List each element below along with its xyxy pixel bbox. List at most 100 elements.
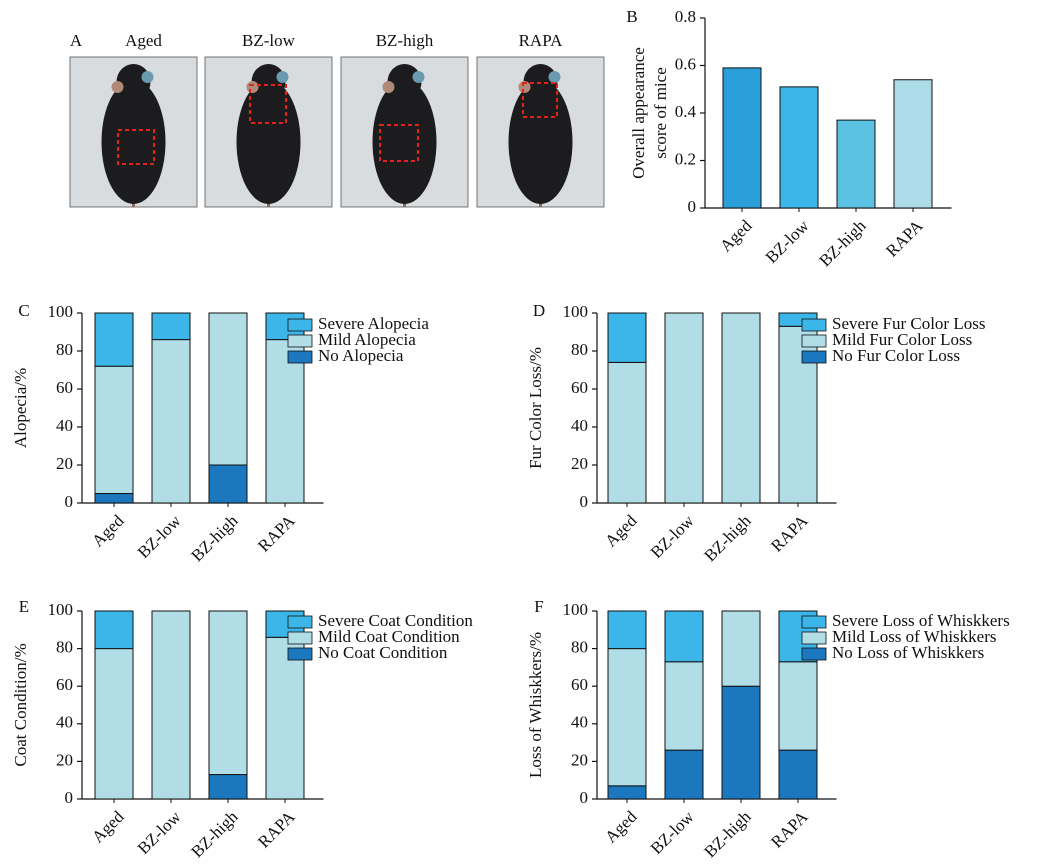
legend-label: No Coat Condition bbox=[318, 643, 448, 662]
x-tick-label: RAPA bbox=[254, 511, 299, 556]
photo-title: BZ-high bbox=[376, 31, 434, 50]
x-tick-label: BZ-low bbox=[134, 807, 185, 858]
legend-label: No Alopecia bbox=[318, 346, 404, 365]
mouse-ear bbox=[383, 81, 395, 93]
x-tick-label: BZ-low bbox=[762, 216, 813, 267]
bar-segment bbox=[722, 313, 760, 503]
legend-swatch bbox=[288, 319, 312, 331]
bar-segment bbox=[95, 611, 133, 649]
y-tick-label: 60 bbox=[571, 378, 588, 397]
bar bbox=[723, 68, 761, 208]
bar-segment bbox=[779, 662, 817, 750]
bar-segment bbox=[209, 313, 247, 465]
legend-label: No Fur Color Loss bbox=[832, 346, 960, 365]
x-tick-label: BZ-high bbox=[815, 216, 870, 271]
x-tick-label: RAPA bbox=[254, 807, 299, 852]
bar-segment bbox=[779, 750, 817, 799]
y-axis-label: score of mice bbox=[651, 67, 670, 159]
x-tick-label: RAPA bbox=[767, 511, 812, 556]
y-tick-label: 100 bbox=[48, 600, 74, 619]
y-tick-label: 100 bbox=[48, 302, 74, 321]
panel-label: A bbox=[70, 31, 83, 50]
x-tick-label: RAPA bbox=[882, 216, 927, 261]
bar-segment bbox=[665, 750, 703, 799]
bar-segment bbox=[608, 611, 646, 649]
y-tick-label: 60 bbox=[56, 675, 73, 694]
y-tick-label: 80 bbox=[56, 340, 73, 359]
x-tick-label: Aged bbox=[88, 807, 128, 847]
y-tick-label: 100 bbox=[563, 600, 589, 619]
y-axis-label: Alopecia/% bbox=[11, 368, 30, 448]
y-tick-label: 40 bbox=[571, 713, 588, 732]
legend-swatch bbox=[288, 616, 312, 628]
bar-segment bbox=[266, 340, 304, 503]
mouse-ear bbox=[549, 71, 561, 83]
bar-segment bbox=[95, 494, 133, 504]
y-axis-label: Fur Color Loss/% bbox=[526, 347, 545, 469]
bar-segment bbox=[722, 611, 760, 686]
y-tick-label: 40 bbox=[571, 416, 588, 435]
y-tick-label: 80 bbox=[56, 638, 73, 657]
panel-label: F bbox=[534, 597, 543, 616]
bar bbox=[780, 87, 818, 208]
y-tick-label: 0.6 bbox=[675, 54, 696, 73]
y-tick-label: 0 bbox=[580, 492, 589, 511]
legend-swatch bbox=[802, 616, 826, 628]
x-tick-label: BZ-low bbox=[647, 511, 698, 562]
bar-segment bbox=[209, 465, 247, 503]
bar bbox=[837, 120, 875, 208]
panel-label: B bbox=[626, 7, 637, 26]
y-axis-label: Overall appearance bbox=[629, 47, 648, 179]
bar-segment bbox=[608, 786, 646, 799]
y-tick-label: 80 bbox=[571, 340, 588, 359]
bar-segment bbox=[608, 649, 646, 786]
x-tick-label: Aged bbox=[716, 216, 756, 256]
y-tick-label: 60 bbox=[56, 378, 73, 397]
bar-segment bbox=[665, 313, 703, 503]
x-tick-label: BZ-high bbox=[187, 511, 242, 566]
y-tick-label: 0 bbox=[65, 492, 74, 511]
y-axis-label: Loss of Whiskkers/% bbox=[526, 632, 545, 778]
bar-segment bbox=[95, 313, 133, 366]
mouse-ear bbox=[247, 81, 259, 93]
bar-segment bbox=[209, 611, 247, 775]
x-tick-label: BZ-high bbox=[187, 807, 242, 862]
y-tick-label: 0.8 bbox=[675, 7, 696, 26]
x-tick-label: BZ-low bbox=[134, 511, 185, 562]
y-axis-label: Coat Condition/% bbox=[11, 643, 30, 766]
bar-segment bbox=[665, 611, 703, 662]
legend-swatch bbox=[288, 648, 312, 660]
bar-segment bbox=[95, 366, 133, 493]
bar-segment bbox=[608, 313, 646, 362]
y-tick-label: 100 bbox=[563, 302, 589, 321]
y-tick-label: 0.2 bbox=[675, 149, 696, 168]
y-tick-label: 20 bbox=[571, 454, 588, 473]
bar-segment bbox=[152, 611, 190, 799]
y-tick-label: 60 bbox=[571, 675, 588, 694]
legend-label: No Loss of Whiskkers bbox=[832, 643, 984, 662]
legend-swatch bbox=[288, 632, 312, 644]
y-tick-label: 0 bbox=[580, 788, 589, 807]
y-tick-label: 20 bbox=[56, 750, 73, 769]
bar-segment bbox=[266, 637, 304, 799]
bar-segment bbox=[665, 662, 703, 750]
mouse-ear bbox=[277, 71, 289, 83]
panel-label: E bbox=[19, 597, 29, 616]
x-tick-label: BZ-high bbox=[700, 807, 755, 862]
bar-segment bbox=[152, 340, 190, 503]
legend-swatch bbox=[802, 632, 826, 644]
y-tick-label: 0 bbox=[65, 788, 74, 807]
mouse-ear bbox=[142, 71, 154, 83]
y-tick-label: 0 bbox=[688, 197, 697, 216]
bar-segment bbox=[608, 362, 646, 503]
bar-segment bbox=[152, 313, 190, 340]
x-tick-label: BZ-low bbox=[647, 807, 698, 858]
y-tick-label: 40 bbox=[56, 713, 73, 732]
legend-swatch bbox=[802, 648, 826, 660]
legend-swatch bbox=[288, 351, 312, 363]
legend-swatch bbox=[802, 335, 826, 347]
x-tick-label: BZ-high bbox=[700, 511, 755, 566]
bar bbox=[894, 80, 932, 208]
bar-segment bbox=[722, 686, 760, 799]
x-tick-label: Aged bbox=[601, 511, 641, 551]
